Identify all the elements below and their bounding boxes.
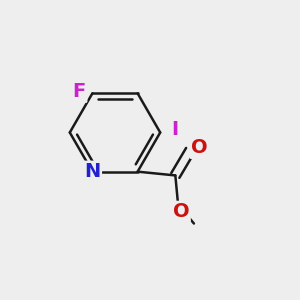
Text: O: O	[173, 202, 189, 221]
Text: F: F	[73, 82, 86, 101]
Text: N: N	[84, 162, 101, 181]
Text: I: I	[171, 120, 178, 139]
Text: O: O	[191, 139, 208, 158]
